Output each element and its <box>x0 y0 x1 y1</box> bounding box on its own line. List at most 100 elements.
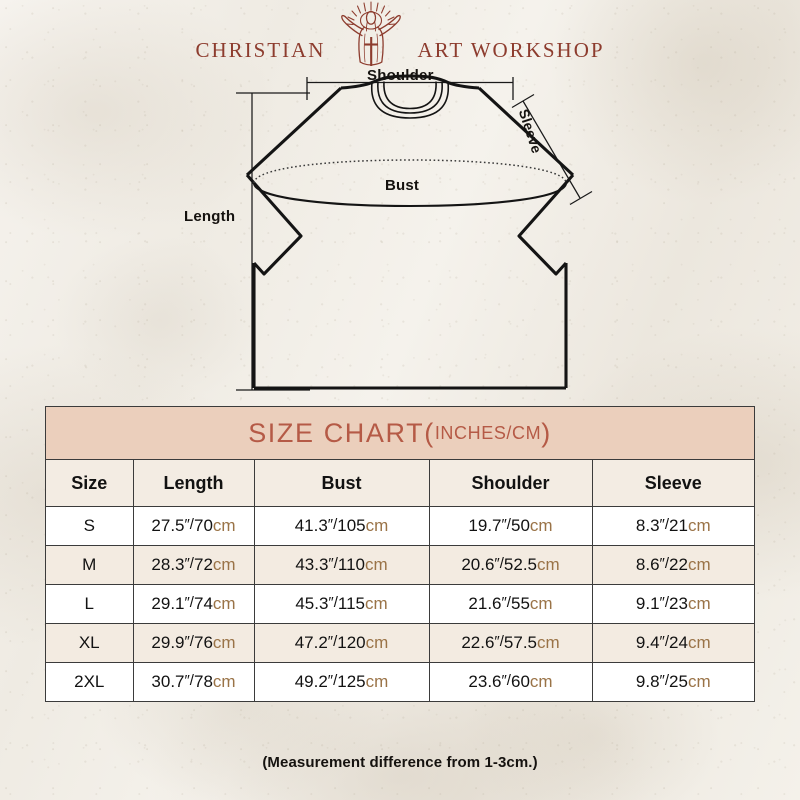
cell-measurement: 22.6″/57.5cm <box>429 623 593 663</box>
inch-mark: ″/ <box>184 633 194 650</box>
value-centimeters: 24 <box>669 633 688 652</box>
unit-label-cm: cm <box>212 555 236 574</box>
unit-label-cm: cm <box>365 633 389 652</box>
column-header-size: Size <box>46 460 134 507</box>
inch-mark: ″/ <box>184 555 194 572</box>
table-row: XL 29.9″/76cm 47.2″/120cm 22.6″/57.5cm 9.4″/… <box>46 623 754 663</box>
t-shirt-outline-svg <box>236 74 593 391</box>
size-chart-title-close: ) <box>541 417 552 448</box>
value-inches: 28.3 <box>151 555 185 574</box>
unit-label-cm: cm <box>529 594 553 613</box>
brand-word-right: ART WORKSHOP <box>417 37 605 62</box>
unit-label-cm: cm <box>687 633 711 652</box>
cell-measurement: 27.5″/70cm <box>133 506 255 546</box>
shirt-outline <box>245 74 575 390</box>
value-centimeters: 23 <box>669 594 688 613</box>
size-chart-table-container: SIZE CHART(INCHES/CM) Size Length Bust S… <box>45 406 755 702</box>
cell-measurement: 28.3″/72cm <box>133 545 255 585</box>
unit-label-cm: cm <box>529 672 553 691</box>
unit-label-cm: cm <box>537 633 560 652</box>
inch-mark: ″/ <box>659 516 670 533</box>
value-centimeters: 50 <box>510 516 530 535</box>
value-inches: 41.3 <box>294 516 328 535</box>
cell-measurement: 43.3″/110cm <box>254 545 430 585</box>
unit-label-cm: cm <box>687 672 711 691</box>
length-dimension-line <box>236 92 310 391</box>
jesus-figure-with-halo-and-cross-icon <box>341 1 402 66</box>
collar-rings <box>370 81 450 119</box>
value-centimeters: 60 <box>510 672 530 691</box>
inch-mark: ″/ <box>184 594 194 611</box>
value-inches: 47.2 <box>294 633 328 652</box>
unit-label-cm: cm <box>537 555 560 574</box>
inch-mark: ″/ <box>494 633 504 650</box>
inch-mark: ″/ <box>494 555 504 572</box>
value-centimeters: 105 <box>337 516 366 535</box>
inch-mark: ″/ <box>501 594 511 611</box>
value-centimeters: 78 <box>193 672 213 691</box>
table-row: S 27.5″/70cm 41.3″/105cm 19.7″/50cm 8.3″/21c… <box>46 506 754 546</box>
unit-label-cm: cm <box>365 555 388 574</box>
unit-label-cm: cm <box>687 594 711 613</box>
inch-mark: ″/ <box>328 555 338 572</box>
unit-label-cm: cm <box>212 672 236 691</box>
diagram-label-shoulder: Shoulder <box>367 67 434 84</box>
table-row: L 29.1″/74cm 45.3″/115cm 21.6″/55cm 9.1″/23c… <box>46 584 754 624</box>
value-centimeters: 110 <box>337 555 365 574</box>
column-header-bust: Bust <box>254 460 430 507</box>
cell-measurement: 9.4″/24cm <box>592 623 754 663</box>
value-centimeters: 76 <box>193 633 213 652</box>
value-inches: 20.6 <box>461 555 495 574</box>
value-inches: 29.1 <box>151 594 185 613</box>
table-header-row: Size Length Bust Shoulder Sleeve <box>46 460 754 507</box>
value-centimeters: 74 <box>193 594 213 613</box>
cell-size: XL <box>46 623 134 663</box>
cell-measurement: 9.1″/23cm <box>592 584 754 624</box>
unit-label-cm: cm <box>687 516 711 535</box>
brand-word-left: CHRISTIAN <box>195 37 326 62</box>
brand-header: CHRISTIAN <box>0 0 800 72</box>
unit-label-cm: cm <box>365 594 388 613</box>
cell-measurement: 45.3″/115cm <box>254 584 430 624</box>
value-inches: 23.6 <box>468 672 502 691</box>
value-centimeters: 70 <box>193 516 213 535</box>
inch-mark: ″/ <box>659 633 670 650</box>
bust-measure-ellipse <box>252 159 568 208</box>
cell-measurement: 49.2″/125cm <box>254 662 430 701</box>
shoulder-dimension-line <box>306 77 514 100</box>
column-header-sleeve: Sleeve <box>592 460 754 507</box>
size-chart-title: SIZE CHART(INCHES/CM) <box>46 407 754 460</box>
inch-mark: ″/ <box>659 555 670 572</box>
inch-mark: ″/ <box>501 516 511 533</box>
value-inches: 30.7 <box>151 672 185 691</box>
inch-mark: ″/ <box>327 516 338 533</box>
value-centimeters: 57.5 <box>503 633 537 652</box>
t-shirt-measurement-diagram: Shoulder Bust Length Sleeve <box>0 58 800 408</box>
cell-size: 2XL <box>46 662 134 701</box>
unit-label-cm: cm <box>212 516 236 535</box>
cell-measurement: 29.1″/74cm <box>133 584 255 624</box>
value-centimeters: 55 <box>510 594 530 613</box>
value-centimeters: 25 <box>669 672 688 691</box>
inch-mark: ″/ <box>659 672 670 689</box>
inch-mark: ″/ <box>327 672 338 689</box>
value-inches: 8.3 <box>635 516 660 535</box>
cell-measurement: 8.3″/21cm <box>592 506 754 546</box>
diagram-label-length: Length <box>184 208 236 225</box>
unit-label-cm: cm <box>365 516 389 535</box>
cell-measurement: 23.6″/60cm <box>429 662 593 701</box>
cell-size: S <box>46 506 134 546</box>
inch-mark: ″/ <box>327 633 338 650</box>
value-centimeters: 115 <box>337 594 365 613</box>
column-header-shoulder: Shoulder <box>429 460 593 507</box>
inch-mark: ″/ <box>184 672 194 689</box>
value-centimeters: 21 <box>669 516 688 535</box>
unit-label-cm: cm <box>212 594 236 613</box>
cell-measurement: 29.9″/76cm <box>133 623 255 663</box>
value-inches: 49.2 <box>294 672 328 691</box>
value-inches: 21.6 <box>468 594 502 613</box>
table-row: 2XL 30.7″/78cm 49.2″/125cm 23.6″/60cm 9.8″/2… <box>46 662 754 701</box>
cell-size: M <box>46 545 134 585</box>
unit-label-cm: cm <box>687 555 711 574</box>
